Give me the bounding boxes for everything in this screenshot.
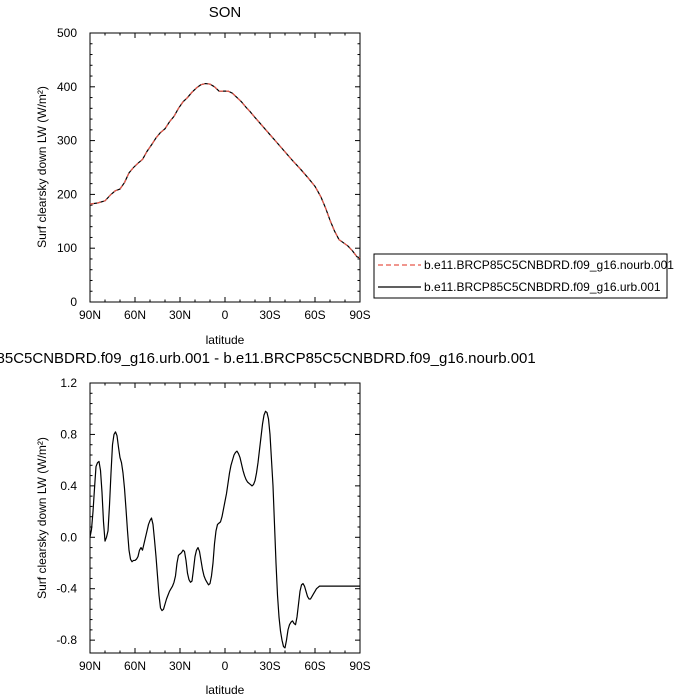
- bottom-x-tick-label: 90N: [79, 659, 101, 673]
- bottom-series-line-0: [89, 410, 360, 649]
- top-x-tick-label: 90S: [349, 308, 370, 322]
- bottom-y-tick-label: 0.4: [60, 479, 77, 493]
- bottom-x-tick-label: 90S: [349, 659, 370, 673]
- bottom-chart-title: b.e11.BRCP85C5CNBDRD.f09_g16.urb.001 - b…: [0, 350, 536, 367]
- top-series-lines: [89, 82, 361, 259]
- top-y-tick-label: 200: [57, 187, 77, 201]
- top-x-axis-label: latitude: [206, 333, 245, 347]
- top-x-tick-label: 90N: [79, 308, 101, 322]
- bottom-y-tick-label: 0.0: [60, 530, 77, 544]
- legend-label-nourb: b.e11.BRCP85C5CNBDRD.f09_g16.nourb.001: [424, 258, 674, 272]
- legend-box: [373, 253, 668, 299]
- bottom-plot-area: [89, 382, 361, 654]
- bottom-y-tick-label: 0.8: [60, 427, 77, 441]
- top-y-tick-label: 400: [57, 80, 77, 94]
- legend-label-urb: b.e11.BRCP85C5CNBDRD.f09_g16.urb.001: [424, 280, 661, 294]
- legend: b.e11.BRCP85C5CNBDRD.f09_g16.nourb.001 b…: [373, 253, 674, 299]
- bottom-y-tick-label: 1.2: [60, 376, 77, 390]
- bottom-x-tick-label: 60N: [124, 659, 146, 673]
- top-panel: SON 90N 60N 30N 0 30S 60S 90S 0 100 200 300 400 500…: [35, 4, 371, 347]
- top-chart-title: SON: [209, 4, 242, 21]
- top-plot-area: [89, 32, 361, 303]
- bottom-y-tick-label: -0.8: [56, 633, 77, 647]
- bottom-x-tick-label: 30N: [169, 659, 191, 673]
- top-series-line-0: [89, 82, 361, 259]
- bottom-y-tick-label: -0.4: [56, 582, 77, 596]
- bottom-x-axis-label: latitude: [206, 683, 245, 697]
- bottom-y-axis-label: Surf clearsky down LW (W/m²): [35, 437, 49, 599]
- top-y-tick-label: 0: [70, 295, 77, 309]
- top-y-axis: 0 100 200 300 400 500: [57, 26, 360, 309]
- top-x-tick-label: 60S: [304, 308, 325, 322]
- top-y-tick-label: 100: [57, 241, 77, 255]
- bottom-plot-frame: [89, 382, 361, 654]
- top-x-tick-label: 30N: [169, 308, 191, 322]
- top-y-tick-label: 300: [57, 134, 77, 148]
- bottom-panel: b.e11.BRCP85C5CNBDRD.f09_g16.urb.001 - b…: [0, 350, 536, 697]
- top-x-tick-label: 30S: [259, 308, 280, 322]
- top-plot-frame: [89, 32, 361, 303]
- bottom-x-tick-label: 0: [222, 659, 229, 673]
- bottom-x-tick-label: 60S: [304, 659, 325, 673]
- top-x-tick-label: 60N: [124, 308, 146, 322]
- top-x-axis: 90N 60N 30N 0 30S 60S 90S: [79, 33, 371, 322]
- bottom-x-tick-label: 30S: [259, 659, 280, 673]
- bottom-series-lines: [89, 410, 360, 649]
- bottom-y-axis: -0.8 -0.4 0.0 0.4 0.8 1.2: [56, 376, 360, 647]
- top-x-tick-label: 0: [222, 308, 229, 322]
- top-y-axis-label: Surf clearsky down LW (W/m²): [35, 86, 49, 248]
- top-y-tick-label: 500: [57, 26, 77, 40]
- bottom-x-axis: 90N 60N 30N 0 30S 60S 90S: [79, 383, 371, 673]
